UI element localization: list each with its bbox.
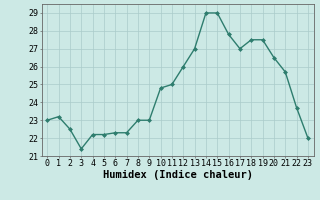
X-axis label: Humidex (Indice chaleur): Humidex (Indice chaleur)	[103, 170, 252, 180]
